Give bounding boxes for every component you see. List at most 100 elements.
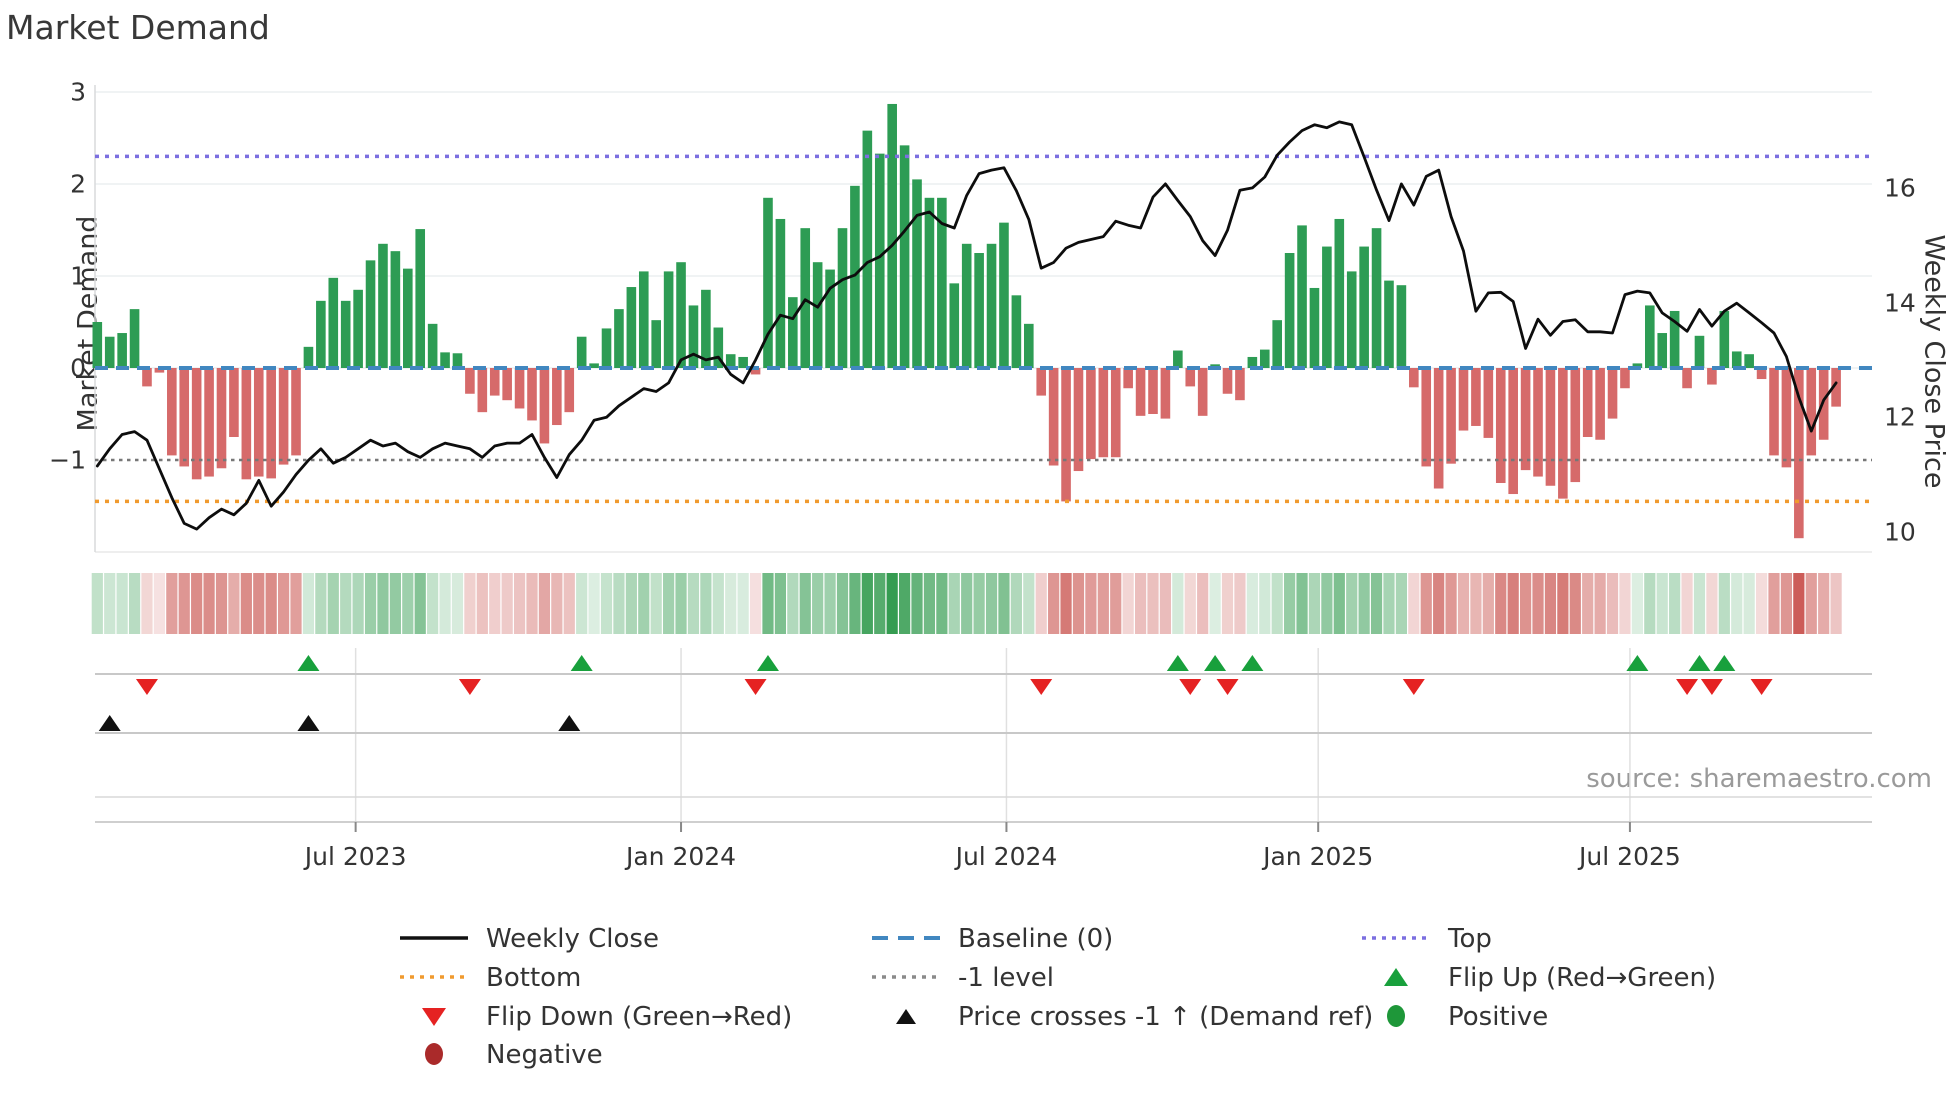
heat-cell — [588, 573, 600, 634]
demand-bar — [1744, 354, 1754, 368]
demand-bar — [949, 283, 960, 368]
flip-up-marker — [1204, 655, 1227, 671]
heat-cell — [427, 573, 439, 634]
demand-bar — [1371, 228, 1382, 368]
legend-swatch-line — [398, 926, 470, 950]
left-tick-label: −1 — [49, 445, 86, 475]
heat-cell — [1321, 573, 1333, 634]
demand-bar — [564, 368, 575, 413]
demand-bar — [353, 289, 363, 368]
heat-cell — [265, 573, 277, 634]
demand-bar — [440, 352, 450, 368]
heat-cell — [352, 573, 364, 634]
left-tick-label: 2 — [70, 169, 86, 199]
demand-bar — [502, 368, 512, 401]
heat-cell — [1569, 573, 1581, 634]
heat-cell — [700, 573, 712, 634]
heat-cell — [1433, 573, 1445, 634]
heat-cell — [116, 573, 128, 634]
heat-cell — [1457, 573, 1470, 634]
demand-bar — [1483, 368, 1494, 438]
heat-cell — [141, 573, 153, 634]
demand-bar — [924, 197, 935, 368]
demand-bar — [638, 271, 649, 368]
demand-bar — [1359, 246, 1369, 368]
heat-cell — [1023, 573, 1035, 634]
heat-cell — [613, 573, 625, 634]
demand-bar — [1620, 368, 1630, 389]
heat-cell — [985, 573, 998, 634]
demand-bar — [1322, 246, 1332, 368]
demand-bar — [1197, 368, 1208, 416]
heat-cell — [1755, 573, 1768, 634]
demand-bar — [1595, 368, 1605, 440]
demand-bar — [1756, 368, 1767, 380]
heat-cell — [563, 573, 575, 634]
heat-cell — [178, 573, 190, 634]
demand-bar — [1309, 287, 1320, 368]
demand-bar — [1185, 368, 1196, 387]
heat-cell — [1159, 573, 1172, 634]
demand-bar — [117, 333, 127, 368]
demand-bar — [1346, 271, 1357, 368]
legend-swatch-dotted-line — [398, 965, 470, 989]
heat-cell — [1507, 573, 1519, 634]
heat-cell — [675, 573, 687, 634]
heat-cell — [737, 573, 749, 634]
demand-bar — [1645, 305, 1655, 368]
demand-bar — [1781, 368, 1792, 468]
heat-cell — [650, 573, 662, 634]
demand-bar — [1384, 280, 1394, 368]
legend-swatch-glyph — [400, 975, 468, 979]
demand-bar — [365, 260, 376, 368]
demand-bar — [415, 229, 426, 368]
flip-up-marker — [756, 655, 779, 671]
heat-cell — [1408, 573, 1420, 634]
heat-cell — [414, 573, 426, 634]
heat-cell — [1234, 573, 1246, 634]
demand-bar — [1036, 368, 1047, 396]
demand-bar — [713, 327, 724, 368]
flip-up-marker — [1688, 655, 1711, 671]
heat-cell — [1010, 573, 1022, 634]
legend-swatch-glyph — [872, 936, 940, 940]
demand-bar — [1259, 349, 1270, 368]
demand-bar — [1433, 368, 1444, 489]
demand-bar — [1135, 368, 1146, 416]
heat-cell — [1544, 573, 1557, 634]
heat-cell — [464, 573, 476, 634]
heat-cell — [774, 573, 786, 634]
flip-down-marker — [1030, 679, 1053, 695]
legend-label: Flip Up (Red→Green) — [1448, 963, 1717, 993]
demand-bar — [477, 368, 488, 413]
heat-cell — [1333, 573, 1345, 634]
heat-cell — [1606, 573, 1619, 634]
heat-cell — [1172, 573, 1184, 634]
demand-bar — [1806, 368, 1817, 456]
flip-down-marker — [1402, 679, 1425, 695]
heat-cell — [1308, 573, 1321, 634]
heat-cell — [998, 573, 1010, 634]
heat-cell — [625, 573, 637, 634]
heat-cell — [1830, 573, 1842, 634]
heat-cell — [749, 573, 762, 634]
left-tick-label: 3 — [70, 77, 86, 107]
demand-bar — [527, 368, 537, 421]
demand-bar — [1222, 368, 1233, 394]
heat-cell — [1395, 573, 1407, 634]
demand-bar — [738, 356, 748, 368]
demand-bar — [887, 103, 897, 369]
legend-swatch-glyph — [872, 975, 940, 979]
heat-cell — [923, 573, 936, 634]
demand-bar — [1247, 356, 1258, 368]
heat-cell — [1284, 573, 1296, 634]
heat-cell — [1085, 573, 1097, 634]
demand-bar — [1719, 310, 1730, 368]
legend-label: Negative — [486, 1040, 603, 1070]
demand-bar — [1794, 368, 1804, 539]
heat-cell — [1197, 573, 1209, 634]
heat-cell — [1532, 573, 1544, 634]
demand-bar — [961, 243, 972, 368]
legend-swatch-glyph — [400, 936, 468, 940]
heat-cell — [215, 573, 228, 634]
